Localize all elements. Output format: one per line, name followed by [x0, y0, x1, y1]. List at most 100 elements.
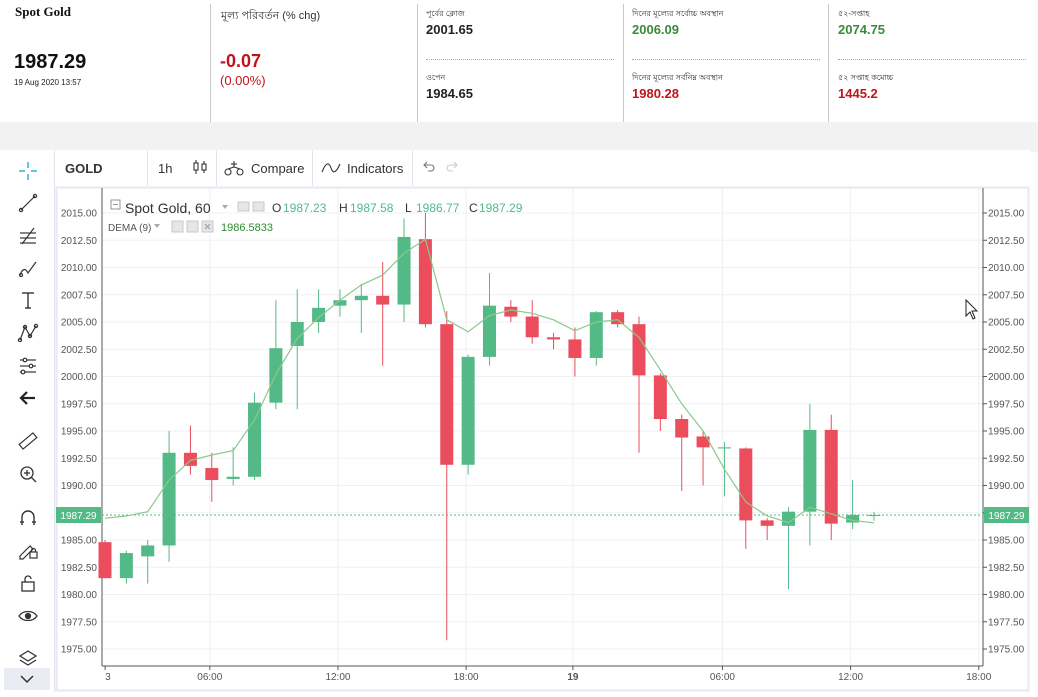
- candle: [119, 550, 133, 584]
- eye-icon[interactable]: [14, 604, 42, 628]
- symbol-search-button[interactable]: GOLD: [65, 160, 103, 176]
- quote-panel: Spot Gold 1987.29 19 Aug 2020 13:57 মূল্…: [0, 0, 1038, 122]
- x-tick-label: 19: [567, 672, 579, 683]
- week52-high-value: 2074.75: [838, 22, 885, 37]
- dema-settings-icon[interactable]: [186, 220, 199, 233]
- quote-change-column: মূল্য পরিবর্তন (% chg) -0.07 (0.00%): [211, 0, 417, 122]
- dema-menu-icon[interactable]: [154, 224, 160, 228]
- open-value: 1984.65: [426, 86, 473, 101]
- legend-low-value: 1986.77: [416, 201, 460, 215]
- day-high-value: 2006.09: [632, 22, 679, 37]
- y-tick-label-right: 1985.00: [988, 536, 1025, 547]
- last-price-label-right: 1987.29: [984, 507, 1029, 524]
- candle: [141, 540, 155, 584]
- candle: [376, 262, 390, 366]
- dema-value: 1986.5833: [221, 222, 273, 234]
- last-price: 1987.29: [14, 51, 87, 73]
- fib-icon[interactable]: [14, 224, 42, 248]
- mouse-cursor-icon: [965, 298, 979, 320]
- candle: [568, 327, 582, 377]
- chart-area[interactable]: 1975.00 1977.50 1980.00 1982.50 1985.00 1987.…: [55, 186, 1030, 692]
- lock-pencil-icon[interactable]: [14, 538, 42, 562]
- interval-button[interactable]: 1h: [158, 160, 173, 176]
- candle: [867, 511, 881, 521]
- candle: [248, 392, 262, 481]
- candle: [98, 540, 112, 579]
- candle: [739, 447, 753, 549]
- candle: [290, 289, 304, 410]
- compare-button[interactable]: Compare: [223, 150, 304, 186]
- legend-title: Spot Gold, 60: [125, 200, 211, 216]
- indicators-icon: [321, 161, 341, 175]
- legend-close-value: 1987.29: [479, 201, 523, 215]
- visibility-toggle-icon[interactable]: [237, 201, 250, 212]
- candle-style-button[interactable]: [192, 150, 208, 186]
- y-tick-label-right: 2010.00: [988, 263, 1025, 274]
- y-tick-label-right: 2007.50: [988, 290, 1025, 301]
- dema-line: [104, 238, 875, 524]
- legend-close-label: C: [469, 201, 478, 215]
- ruler-icon[interactable]: [14, 429, 42, 453]
- measure-icon[interactable]: [14, 354, 42, 378]
- zoom-icon[interactable]: [14, 462, 42, 486]
- legend-open-value: 1987.23: [283, 201, 327, 215]
- y-tick-label-left: 2002.50: [61, 345, 98, 356]
- prev-close-value: 2001.65: [426, 22, 473, 37]
- trend-line-icon[interactable]: [14, 191, 42, 215]
- brush-icon[interactable]: [14, 256, 42, 280]
- y-tick-label-right: 1997.50: [988, 399, 1025, 410]
- layers-icon[interactable]: [14, 646, 42, 670]
- candle: [312, 289, 326, 333]
- y-tick-label-left: 2015.00: [61, 209, 98, 220]
- legend-low-label: L: [405, 201, 412, 215]
- candle: [504, 300, 518, 322]
- pattern-icon[interactable]: [14, 321, 42, 345]
- x-tick-label: 12:00: [325, 672, 350, 683]
- svg-text:1987.29: 1987.29: [988, 511, 1025, 522]
- y-tick-label-right: 1982.50: [988, 563, 1025, 574]
- quote-datetime: 19 Aug 2020 13:57: [14, 78, 82, 87]
- y-tick-label-right: 1980.00: [988, 590, 1025, 601]
- text-icon[interactable]: [14, 288, 42, 312]
- candle: [418, 213, 432, 328]
- back-arrow-icon[interactable]: [14, 386, 42, 410]
- magnet-icon[interactable]: [14, 506, 42, 530]
- quote-symbol-column: Spot Gold 1987.29 19 Aug 2020 13:57: [0, 0, 210, 122]
- candle: [782, 507, 796, 590]
- y-tick-label-left: 1985.00: [61, 536, 98, 547]
- collapse-legend-icon[interactable]: [110, 199, 121, 210]
- symbol-name: Spot Gold: [15, 4, 71, 19]
- chevron-down-icon[interactable]: [4, 668, 50, 690]
- quote-52week-column: ৫২-সপ্তাহ 2074.75 ৫২ সপ্তাহ কমোচ্চ 1445.…: [829, 0, 1034, 122]
- dema-visibility-icon[interactable]: [171, 220, 184, 233]
- x-tick-label: 3: [105, 672, 111, 683]
- y-tick-label-left: 1992.50: [61, 454, 98, 465]
- week52-low-value: 1445.2: [838, 86, 878, 101]
- candle: [632, 316, 646, 453]
- crosshair-icon[interactable]: [14, 159, 42, 183]
- x-tick-label: 18:00: [966, 672, 991, 683]
- indicators-label: Indicators: [347, 160, 404, 176]
- indicators-button[interactable]: Indicators: [321, 150, 403, 186]
- change-label: মূল্য পরিবর্তন (% chg): [221, 10, 321, 22]
- divider-strip: [0, 122, 1038, 152]
- price-chart[interactable]: 1975.00 1977.50 1980.00 1982.50 1985.00 1987.…: [55, 186, 1030, 692]
- drawing-toolbar: [0, 150, 55, 692]
- compare-label: Compare: [251, 160, 305, 176]
- y-tick-label-right: 1977.50: [988, 617, 1025, 628]
- settings-toggle-icon[interactable]: [252, 201, 265, 212]
- open-label: ওপেন: [426, 73, 446, 82]
- legend-menu-icon[interactable]: [222, 205, 228, 209]
- candle: [653, 373, 667, 431]
- redo-icon: [445, 160, 461, 177]
- chart-legend: Spot Gold, 60 O 1987.23 H 1987.58 L 1986…: [108, 199, 523, 234]
- y-tick-label-right: 2000.00: [988, 372, 1025, 383]
- y-tick-label-right: 1992.50: [988, 454, 1025, 465]
- prev-close-label: পূর্বের ক্লোজ: [426, 9, 465, 18]
- y-tick-label-left: 2010.00: [61, 263, 98, 274]
- y-tick-label-right: 2012.50: [988, 236, 1025, 247]
- undo-button[interactable]: [420, 150, 436, 186]
- y-tick-label-right: 2015.00: [988, 209, 1025, 220]
- redo-button[interactable]: [445, 150, 461, 186]
- lock-icon[interactable]: [14, 571, 42, 595]
